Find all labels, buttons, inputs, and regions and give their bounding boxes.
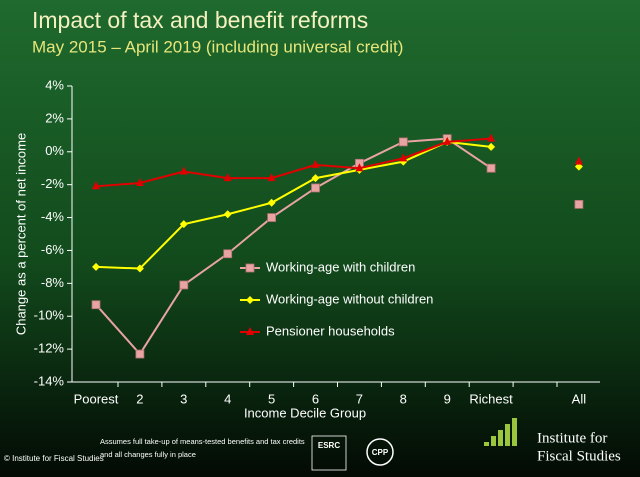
y-tick-label: -10% — [34, 308, 65, 323]
x-tick-label: 5 — [268, 391, 275, 406]
x-tick-label: All — [572, 391, 587, 406]
point — [355, 163, 364, 172]
point — [443, 136, 452, 145]
point — [487, 133, 496, 142]
point — [574, 156, 583, 165]
chart-title: Impact of tax and benefit reforms — [32, 7, 368, 33]
legend-label: Pensioner households — [266, 323, 395, 338]
ifs-logo — [484, 418, 517, 446]
note: and all changes fully in place — [100, 450, 196, 459]
x-tick-label: 6 — [312, 391, 319, 406]
ifs-name: Institute for — [537, 430, 607, 446]
x-tick-label: 8 — [400, 391, 407, 406]
y-tick-label: 0% — [45, 143, 64, 158]
note: Assumes full take-up of means-tested ben… — [100, 437, 305, 446]
point — [223, 249, 233, 259]
cpp-logo — [366, 438, 394, 466]
point — [92, 262, 100, 271]
point — [311, 159, 320, 168]
y-axis-label: Change as a percent of net income — [13, 133, 28, 335]
y-tick-label: -4% — [41, 209, 65, 224]
legend-entry: Pensioner households — [240, 323, 395, 338]
y-tick-label: -2% — [41, 176, 65, 191]
esrc-logo — [311, 435, 347, 471]
point — [399, 153, 408, 162]
x-axis-label: Income Decile Group — [244, 405, 366, 420]
point — [486, 163, 496, 173]
esrc-text: ESRC — [318, 441, 340, 450]
cpp-text: CPP — [372, 448, 389, 457]
logo-bar — [484, 442, 489, 446]
point — [398, 137, 408, 147]
logo-bar — [512, 418, 517, 446]
legend-marker — [246, 296, 254, 304]
logo-bar — [498, 430, 503, 446]
point — [179, 220, 188, 229]
y-tick-label: -12% — [34, 341, 65, 356]
legend-label: Working-age without children — [266, 291, 433, 306]
point — [135, 349, 145, 359]
legend-entry: Working-age without children — [240, 291, 433, 306]
x-tick-label: 2 — [136, 391, 143, 406]
x-tick-label: Poorest — [74, 391, 119, 406]
point — [487, 142, 496, 151]
point — [267, 173, 276, 182]
point — [311, 183, 320, 193]
legend-marker — [245, 263, 255, 273]
point — [135, 264, 144, 273]
point — [223, 210, 232, 219]
point — [92, 181, 100, 190]
point — [91, 300, 101, 310]
x-tick-label: 4 — [224, 391, 231, 406]
logo-bar — [491, 436, 496, 446]
point — [574, 199, 584, 209]
copyright: © Institute for Fiscal Studies — [4, 454, 104, 463]
y-tick-label: 2% — [45, 110, 64, 125]
point — [267, 198, 276, 207]
legend-entry: Working-age with children — [240, 259, 415, 274]
point — [179, 166, 188, 175]
legend-marker — [246, 327, 254, 335]
point — [179, 280, 189, 290]
point — [267, 213, 277, 222]
ifs-name: Fiscal Studies — [537, 448, 621, 464]
point — [223, 173, 232, 182]
legend-label: Working-age with children — [266, 259, 415, 274]
x-tick-label: Richest — [469, 391, 513, 406]
y-tick-label: 4% — [45, 77, 64, 92]
x-tick-label: 9 — [444, 391, 451, 406]
y-tick-label: -6% — [41, 242, 65, 257]
logo-bar — [505, 424, 510, 446]
x-tick-label: 3 — [180, 391, 187, 406]
x-tick-label: 7 — [356, 391, 363, 406]
y-tick-label: -14% — [34, 373, 65, 388]
point — [135, 178, 144, 187]
point — [311, 174, 320, 183]
y-tick-label: -8% — [41, 275, 65, 290]
chart-subtitle: May 2015 – April 2019 (including univers… — [32, 37, 403, 56]
